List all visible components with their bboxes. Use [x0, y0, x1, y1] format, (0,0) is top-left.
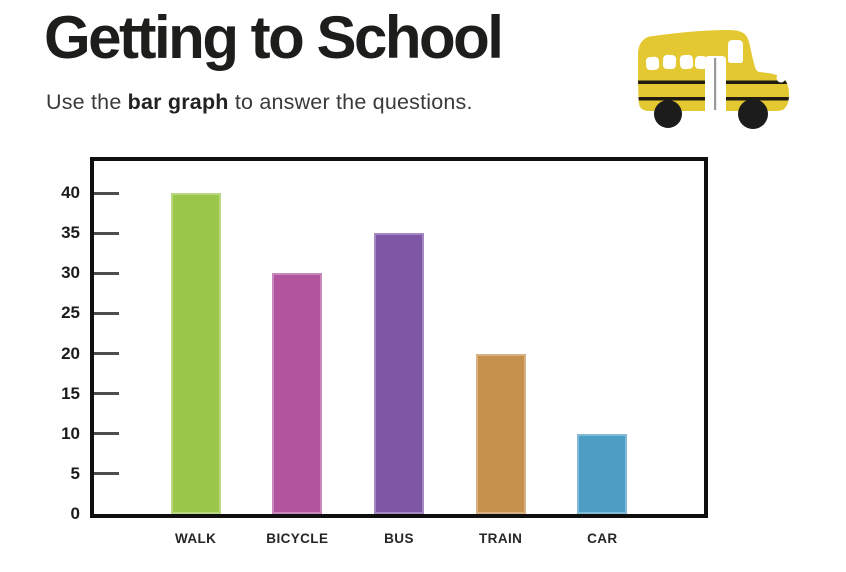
x-tick-label-walk: WALK — [174, 531, 217, 546]
bar-walk — [170, 193, 221, 514]
y-tick-label: 20 — [61, 343, 80, 363]
plot-area: 0 5 10 15 20 25 30 35 40 — [61, 157, 708, 523]
x-axis-labels: WALK BICYCLE BUS TRAIN CAR — [94, 518, 704, 552]
y-tick-label: 40 — [61, 183, 80, 203]
y-tick-label: 15 — [61, 383, 80, 403]
x-tick-label-bus: BUS — [384, 531, 414, 546]
y-tick-mark — [94, 311, 119, 315]
bar-chart: 0 5 10 15 20 25 30 35 40 WALK BICYCLE BUS TRAIN CAR — [61, 157, 708, 546]
school-bus-icon — [636, 30, 792, 130]
instructions-prefix: Use the — [46, 90, 128, 114]
y-tick-label: 30 — [61, 263, 80, 283]
y-tick-mark — [94, 271, 119, 275]
y-tick-label: 25 — [61, 303, 80, 323]
y-tick-label: 0 — [70, 504, 80, 523]
y-tick-mark — [94, 392, 119, 396]
instructions-bold: bar graph — [127, 90, 229, 114]
instructions-suffix: to answer the questions. — [228, 90, 473, 114]
y-tick-label: 5 — [70, 463, 80, 483]
y-tick-mark — [94, 191, 119, 195]
bar-bus — [374, 233, 424, 514]
y-tick-label: 10 — [61, 423, 80, 443]
x-tick-label-bicycle: BICYCLE — [266, 531, 329, 546]
y-tick-mark — [94, 472, 119, 476]
y-tick-mark — [94, 432, 119, 436]
y-tick-mark — [94, 231, 119, 235]
x-tick-label-car: CAR — [587, 531, 618, 546]
y-tick-mark — [94, 352, 119, 356]
y-tick-label: 35 — [61, 223, 80, 243]
instructions: Use the bar graph to answer the question… — [46, 90, 473, 115]
bar-car — [577, 433, 628, 514]
bar-bicycle — [272, 273, 323, 514]
page-title: Getting to School — [44, 4, 504, 71]
x-tick-label-train: TRAIN — [479, 531, 523, 546]
bar-train — [475, 353, 526, 514]
